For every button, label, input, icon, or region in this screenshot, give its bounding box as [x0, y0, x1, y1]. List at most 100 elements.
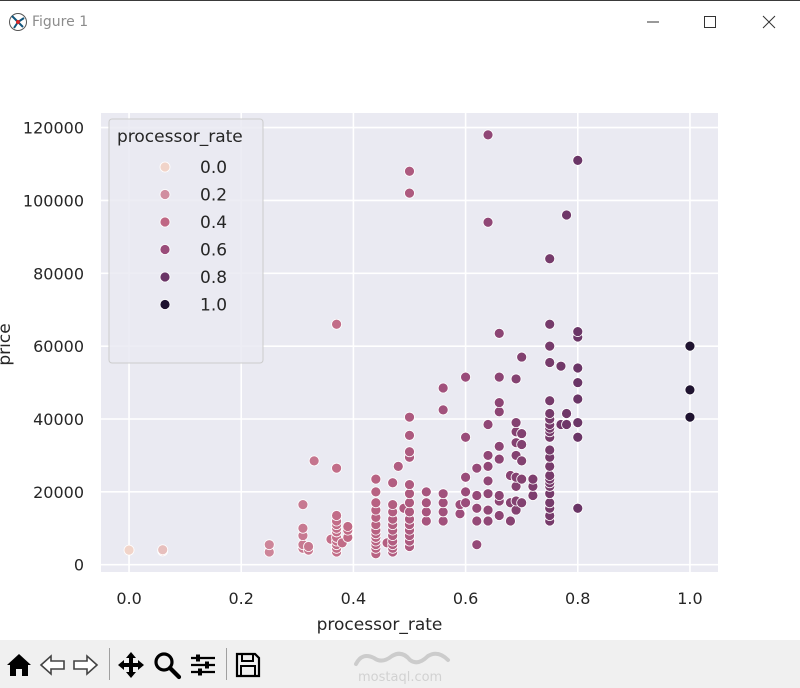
- scatter-point: [460, 497, 471, 509]
- legend-marker: [159, 299, 171, 310]
- toolbar-separator: [226, 648, 227, 680]
- scatter-point: [471, 490, 483, 501]
- configure-subplots-icon[interactable]: [188, 650, 218, 680]
- scatter-point: [482, 504, 494, 516]
- scatter-point: [297, 522, 309, 534]
- scatter-point: [404, 446, 415, 458]
- scatter-point: [516, 351, 528, 363]
- legend-entry-label: 0.2: [200, 186, 227, 206]
- y-tick-label: 80000: [33, 264, 84, 283]
- scatter-point: [544, 357, 556, 368]
- watermark-logo: [354, 651, 450, 666]
- scatter-point: [482, 216, 494, 228]
- x-tick-label: 0.0: [116, 589, 141, 608]
- y-tick-label: 100000: [23, 191, 84, 210]
- scatter-point: [684, 340, 696, 352]
- scatter-point: [516, 428, 528, 439]
- scatter-point: [544, 318, 556, 330]
- scatter-point: [544, 470, 556, 481]
- scatter-point: [370, 486, 382, 498]
- scatter-point: [420, 486, 432, 498]
- scatter-point: [420, 515, 432, 527]
- scatter-point: [544, 253, 556, 265]
- save-icon[interactable]: [233, 650, 263, 680]
- x-tick-label: 0.2: [229, 589, 254, 608]
- scatter-point: [555, 360, 567, 372]
- scatter-point: [471, 502, 483, 514]
- scatter-point: [572, 393, 584, 405]
- figure-canvas[interactable]: 0.0 0.2 0.4 0.6 0.8 1.0 0 20000 40000 60000 80000 1…: [0, 42, 800, 640]
- scatter-point: [516, 455, 528, 467]
- scatter-point: [493, 510, 505, 521]
- scatter-point: [561, 408, 572, 419]
- scatter-point: [342, 521, 354, 532]
- scatter-point: [516, 497, 528, 509]
- scatter-point: [437, 515, 449, 527]
- scatter-point: [482, 129, 494, 141]
- y-tick-label: 120000: [23, 119, 84, 138]
- scatter-point: [308, 455, 320, 467]
- scatter-point: [297, 499, 309, 511]
- maximize-icon[interactable]: [699, 11, 721, 33]
- toolbar-separator: [109, 648, 110, 680]
- scatter-point: [572, 431, 584, 443]
- scatter-point: [404, 187, 415, 199]
- scatter-point: [544, 497, 556, 509]
- legend-marker: [159, 161, 171, 173]
- scatter-point: [684, 384, 696, 396]
- scatter-point: [561, 419, 572, 430]
- scatter-point: [420, 506, 432, 518]
- scatter-point: [263, 539, 275, 551]
- forward-icon[interactable]: [70, 650, 100, 680]
- watermark-text: mostaql.com: [358, 670, 443, 685]
- home-icon[interactable]: [4, 650, 34, 680]
- scatter-point: [493, 490, 505, 501]
- scatter-point: [482, 515, 494, 527]
- scatter-point: [370, 497, 382, 509]
- scatter-point: [437, 506, 449, 518]
- scatter-point: [572, 362, 584, 374]
- pan-icon[interactable]: [116, 650, 146, 680]
- y-axis-label: price: [0, 323, 15, 365]
- back-icon[interactable]: [38, 650, 68, 680]
- scatter-point: [572, 326, 584, 337]
- scatter-chart: 0.0 0.2 0.4 0.6 0.8 1.0 0 20000 40000 60000 80000 1…: [0, 113, 718, 635]
- legend-entry-label: 0.4: [200, 213, 227, 233]
- scatter-point: [420, 497, 432, 509]
- matplotlib-icon: [9, 13, 27, 31]
- scatter-point: [404, 506, 415, 518]
- minimize-icon[interactable]: [642, 11, 664, 33]
- scatter-point: [544, 444, 556, 456]
- scatter-point: [370, 473, 382, 485]
- close-icon[interactable]: [758, 11, 780, 33]
- x-tick-label: 0.4: [341, 589, 366, 608]
- scatter-point: [404, 411, 415, 423]
- scatter-point: [493, 440, 505, 452]
- scatter-point: [460, 431, 471, 443]
- scatter-point: [482, 475, 494, 487]
- zoom-icon[interactable]: [152, 650, 182, 680]
- scatter-point: [544, 460, 556, 472]
- scatter-point: [460, 371, 471, 383]
- scatter-point: [493, 406, 505, 418]
- scatter-point: [471, 462, 483, 474]
- scatter-point: [544, 408, 556, 419]
- x-tick-label: 1.0: [677, 589, 702, 608]
- legend-marker: [159, 189, 171, 200]
- legend-marker: [159, 216, 171, 228]
- scatter-point: [303, 541, 314, 552]
- scatter-point: [471, 515, 483, 527]
- watermark: mostaql.com: [352, 648, 452, 685]
- legend-title: processor_rate: [117, 127, 243, 147]
- scatter-point: [544, 340, 556, 352]
- legend-entry-label: 0.8: [200, 268, 227, 288]
- legend-entry-label: 0.6: [200, 241, 227, 261]
- scatter-point: [516, 439, 528, 450]
- scatter-point: [561, 209, 572, 221]
- scatter-point: [493, 327, 505, 339]
- y-tick-label: 60000: [33, 337, 84, 356]
- window-title: Figure 1: [32, 14, 89, 30]
- scatter-point: [437, 382, 449, 394]
- scatter-point: [404, 429, 415, 441]
- scatter-point: [157, 544, 169, 556]
